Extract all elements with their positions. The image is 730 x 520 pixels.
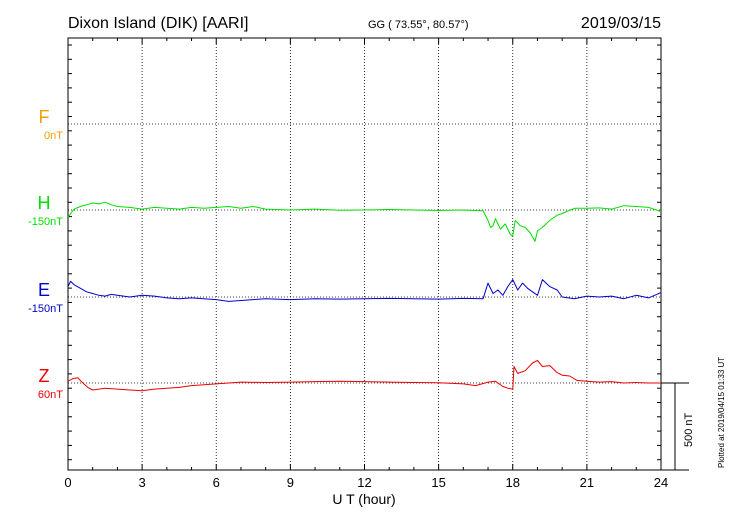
component-name-h: H bbox=[38, 193, 51, 213]
coordinates: GG ( 73.55°, 80.57°) bbox=[368, 19, 469, 31]
baseline-label-h: -150nT bbox=[28, 216, 63, 228]
x-tick-label: 9 bbox=[287, 475, 294, 490]
baseline-label-e: -150nT bbox=[28, 303, 63, 315]
station-title: Dixon Island (DIK) [AARI] bbox=[68, 15, 249, 32]
x-tick-label: 15 bbox=[431, 475, 445, 490]
component-name-f: F bbox=[39, 107, 50, 127]
x-tick-label: 6 bbox=[213, 475, 220, 490]
grid bbox=[68, 38, 661, 470]
plotted-note: Plotted at 2019/04/15 01:33 UT bbox=[717, 357, 726, 468]
baseline-label-z: 60nT bbox=[38, 389, 63, 401]
series-line-h bbox=[67, 201, 662, 242]
x-tick-label: 0 bbox=[64, 475, 71, 490]
series-line-z bbox=[67, 359, 661, 392]
scale-bar: 500 nT bbox=[661, 382, 695, 471]
scale-bar-label: 500 nT bbox=[683, 412, 695, 447]
baseline-label-f: 0nT bbox=[44, 130, 63, 142]
axis-ticks bbox=[67, 38, 662, 470]
date: 2019/03/15 bbox=[581, 15, 661, 32]
x-tick-label: 3 bbox=[139, 475, 146, 490]
series-line-e bbox=[67, 279, 662, 302]
x-tick-label: 24 bbox=[654, 475, 668, 490]
x-axis-label: U T (hour) bbox=[332, 491, 395, 507]
series-lines bbox=[67, 201, 662, 392]
component-name-e: E bbox=[38, 280, 50, 300]
x-tick-label: 21 bbox=[580, 475, 594, 490]
x-tick-label: 18 bbox=[506, 475, 520, 490]
x-tick-labels: 0 3 6 9 12 15 18 21 24 bbox=[64, 475, 668, 490]
component-name-z: Z bbox=[39, 366, 50, 386]
x-tick-label: 12 bbox=[357, 475, 371, 490]
component-labels: F 0nT H -150nT E -150nT Z 60nT bbox=[28, 107, 63, 401]
